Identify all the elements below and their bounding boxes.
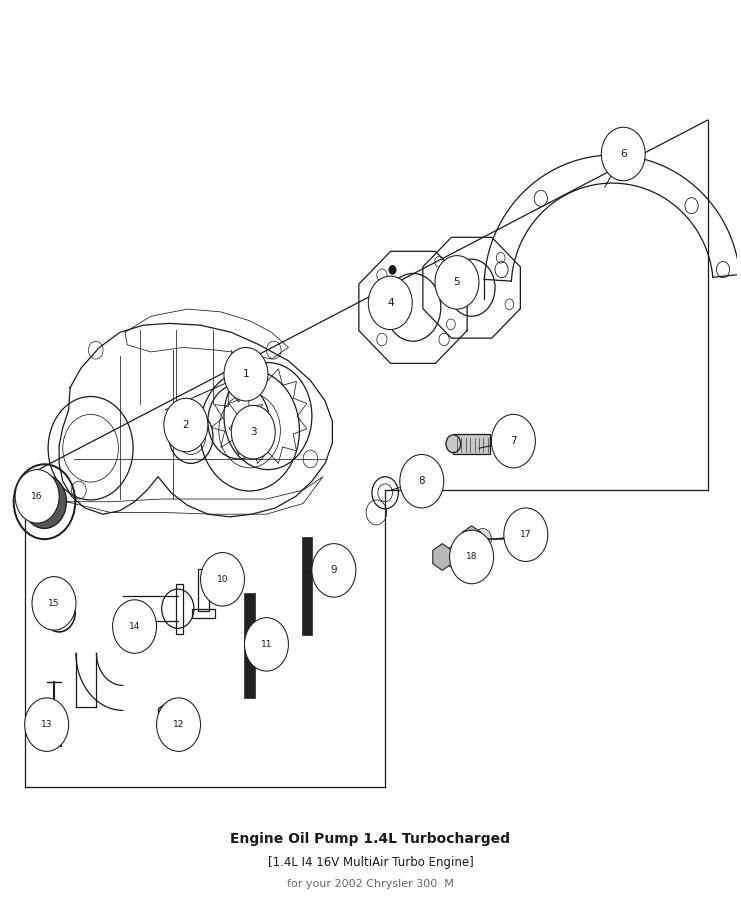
- Circle shape: [491, 414, 535, 468]
- Text: 2: 2: [182, 420, 189, 430]
- Circle shape: [231, 405, 275, 459]
- Bar: [245, 593, 255, 698]
- Text: for your 2002 Chrysler 300  M: for your 2002 Chrysler 300 M: [287, 878, 454, 889]
- Text: 6: 6: [620, 149, 627, 159]
- Circle shape: [312, 544, 356, 597]
- Circle shape: [245, 617, 288, 671]
- Text: 16: 16: [31, 492, 43, 501]
- Circle shape: [201, 553, 245, 606]
- Polygon shape: [159, 699, 184, 735]
- Circle shape: [164, 708, 179, 726]
- Text: 11: 11: [261, 640, 272, 649]
- Polygon shape: [433, 544, 452, 571]
- Circle shape: [224, 347, 268, 401]
- Bar: [192, 608, 215, 617]
- Circle shape: [400, 454, 444, 508]
- Bar: [453, 434, 490, 454]
- Circle shape: [389, 266, 396, 274]
- Circle shape: [435, 256, 479, 309]
- Text: 1: 1: [242, 369, 249, 379]
- Text: 14: 14: [129, 622, 140, 631]
- Bar: [176, 584, 183, 634]
- Text: [1.4L I4 16V MultiAir Turbo Engine]: [1.4L I4 16V MultiAir Turbo Engine]: [268, 856, 473, 868]
- Text: 12: 12: [173, 720, 185, 729]
- Polygon shape: [462, 526, 481, 553]
- Circle shape: [156, 698, 201, 752]
- Text: 5: 5: [453, 277, 460, 287]
- Text: 7: 7: [510, 436, 516, 446]
- Bar: [198, 569, 209, 611]
- Text: 10: 10: [217, 575, 228, 584]
- Text: 15: 15: [48, 598, 60, 608]
- Text: Engine Oil Pump 1.4L Turbocharged: Engine Oil Pump 1.4L Turbocharged: [230, 832, 511, 846]
- Text: 9: 9: [330, 565, 337, 575]
- Text: 8: 8: [419, 476, 425, 486]
- Circle shape: [473, 528, 491, 550]
- Bar: [302, 537, 312, 635]
- Text: 17: 17: [520, 530, 531, 539]
- Circle shape: [368, 276, 412, 329]
- Text: 13: 13: [41, 720, 53, 729]
- Text: 4: 4: [387, 298, 393, 308]
- Circle shape: [164, 399, 207, 452]
- Circle shape: [504, 508, 548, 562]
- Circle shape: [450, 530, 494, 584]
- Text: 3: 3: [250, 428, 256, 437]
- Text: 18: 18: [466, 553, 477, 562]
- Circle shape: [32, 577, 76, 630]
- Circle shape: [22, 475, 67, 528]
- Circle shape: [601, 127, 645, 181]
- Circle shape: [113, 599, 156, 653]
- Circle shape: [446, 435, 461, 453]
- Circle shape: [15, 470, 59, 523]
- Circle shape: [24, 698, 69, 752]
- Circle shape: [445, 546, 462, 568]
